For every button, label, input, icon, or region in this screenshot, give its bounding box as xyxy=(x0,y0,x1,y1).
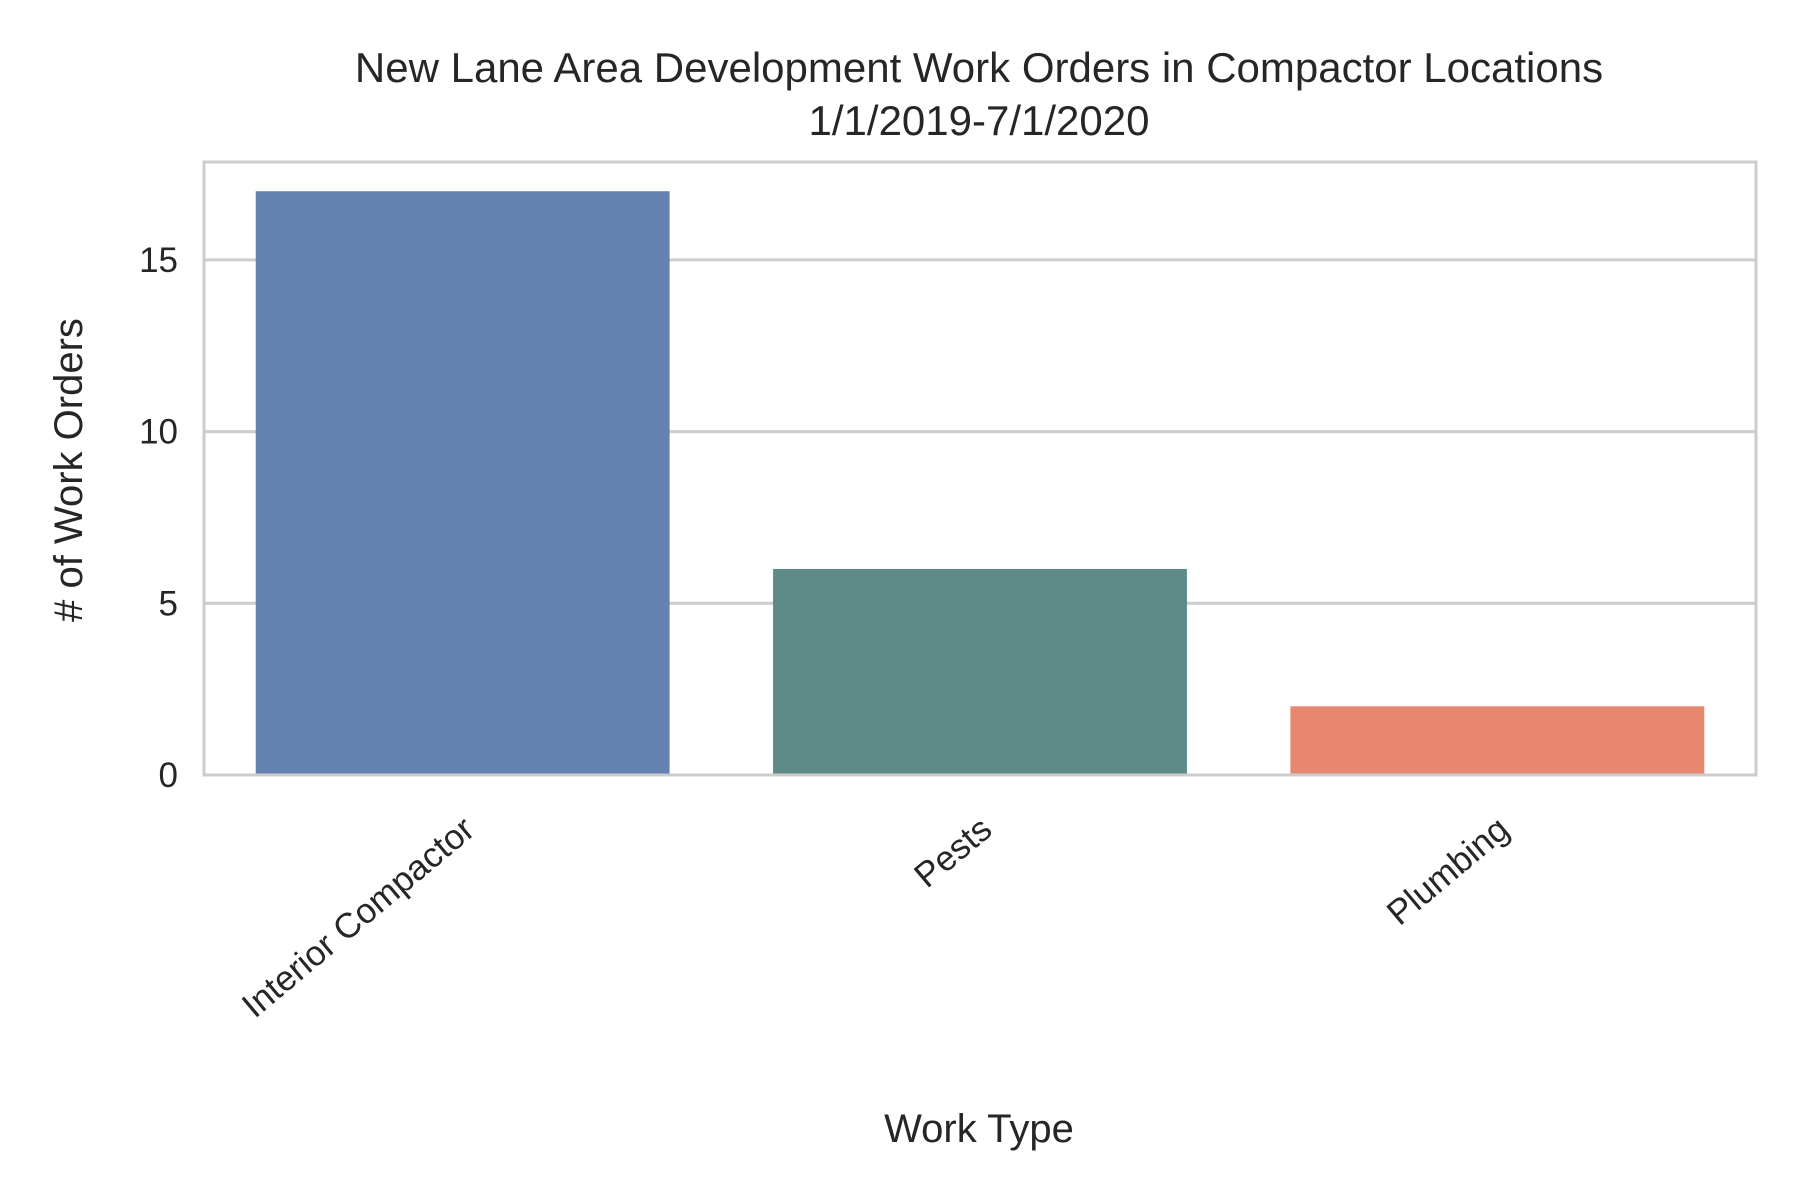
bar-interior-compactor xyxy=(255,191,670,775)
bars xyxy=(255,191,1705,775)
y-tick-label: 5 xyxy=(159,584,178,623)
x-tick-label: Interior Compactor xyxy=(235,809,482,1025)
y-tick-labels: 0 5 10 15 xyxy=(139,241,178,795)
bar-pests xyxy=(773,568,1187,775)
chart-title-line-2: 1/1/2019-7/1/2020 xyxy=(809,97,1150,144)
plot-frame xyxy=(202,160,1758,777)
y-tick-label: 0 xyxy=(159,756,178,795)
x-tick-label: Plumbing xyxy=(1380,809,1517,933)
x-tick-label: Pests xyxy=(907,809,999,895)
chart-title: New Lane Area Development Work Orders in… xyxy=(355,44,1603,144)
bar-plumbing xyxy=(1290,706,1705,775)
y-axis-label: # of Work Orders xyxy=(47,318,91,622)
y-tick-label: 15 xyxy=(139,241,178,280)
y-tick-label: 10 xyxy=(139,413,178,452)
x-axis-label: Work Type xyxy=(884,1107,1074,1151)
chart-title-line-1: New Lane Area Development Work Orders in… xyxy=(355,44,1603,91)
x-tick-labels: Interior Compactor Pests Plumbing xyxy=(235,809,1517,1025)
